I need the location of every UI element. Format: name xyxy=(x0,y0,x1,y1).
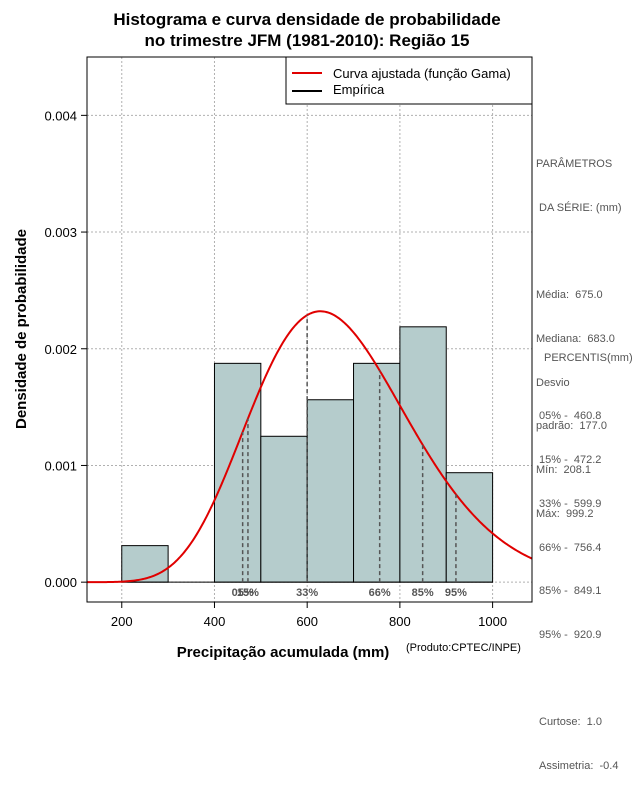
percentiles-header: PERCENTIS(mm) xyxy=(544,352,633,364)
chart-title-line-1: Histograma e curva densidade de probabil… xyxy=(113,10,500,29)
legend-empirical-label: Empírica xyxy=(333,82,385,97)
percentile-label: 33% xyxy=(296,587,318,599)
y-tick-label: 0.002 xyxy=(44,342,77,357)
legend: Curva ajustada (função Gama) Empírica xyxy=(285,56,533,105)
percentile-85: 85% - 849.1 xyxy=(539,585,602,598)
gamma-fit-curve xyxy=(86,310,533,584)
percentile-label: 95% xyxy=(445,587,467,599)
legend-curve-label: Curva ajustada (função Gama) xyxy=(333,66,511,81)
stats-stddev-label: Desvio xyxy=(536,376,570,389)
x-tick-label: 400 xyxy=(204,614,226,629)
x-tick-label: 600 xyxy=(296,614,318,629)
stats-panel: PARÂMETROS DA SÉRIE: (mm) Média: 675.0 M… xyxy=(536,128,622,536)
percentile-95: 95% - 920.9 xyxy=(539,629,602,642)
y-axis-title: Densidade de probabilidade xyxy=(13,229,30,429)
y-tick-label: 0.004 xyxy=(44,108,77,123)
kurtosis: Curtose: 1.0 xyxy=(539,716,602,729)
x-tick-label: 800 xyxy=(389,614,411,629)
percentile-05: 05% - 460.8 xyxy=(539,410,602,423)
percentile-33: 33% - 599.9 xyxy=(539,497,602,510)
stats-header-line-1: PARÂMETROS xyxy=(536,158,613,171)
histogram-bar xyxy=(353,362,401,583)
histogram-bar xyxy=(213,362,262,583)
y-axis: 0.000 0.001 0.002 0.003 0.004 xyxy=(44,108,87,590)
percentile-label: 15% xyxy=(237,587,259,599)
stats-stddev-value: padrão: 177.0 xyxy=(536,420,607,433)
x-axis: 200 400 600 800 1000 xyxy=(111,602,507,629)
y-tick-label: 0.003 xyxy=(44,225,77,240)
y-tick-label: 0.000 xyxy=(44,575,77,590)
legend-box xyxy=(285,56,533,105)
percentile-layer: 05%15% 33% 66% 85% 95% xyxy=(232,315,467,599)
stats-header-line-2: DA SÉRIE: (mm) xyxy=(536,201,622,214)
stats-min: Mín: 208.1 xyxy=(536,464,592,477)
percentile-label: 05% xyxy=(232,587,254,599)
percentile-66: 66% - 756.4 xyxy=(539,541,602,554)
product-credit: (Produto:CPTEC/INPE) xyxy=(406,642,521,654)
stats-median: Mediana: 683.0 xyxy=(536,332,615,345)
stats-max: Máx: 999.2 xyxy=(536,507,594,520)
chart-title-line-2: no trimestre JFM (1981-2010): Região 15 xyxy=(144,31,469,50)
skewness: Assimetria: -0.4 xyxy=(539,759,619,772)
x-axis-title: Precipitação acumulada (mm) xyxy=(177,644,390,660)
y-tick-label: 0.001 xyxy=(44,458,77,473)
percentile-label: 85% xyxy=(412,587,434,599)
x-tick-label: 1000 xyxy=(478,614,507,629)
curve-layer xyxy=(86,310,533,584)
histogram-bars xyxy=(121,326,494,583)
stats-mean: Média: 675.0 xyxy=(536,288,603,301)
percentiles-panel: 05% - 460.8 15% - 472.2 33% - 599.9 66% … xyxy=(539,380,618,788)
percentile-label: 66% xyxy=(369,587,391,599)
histogram-bar xyxy=(260,435,308,583)
percentile-15: 15% - 472.2 xyxy=(539,453,602,466)
x-tick-label: 200 xyxy=(111,614,133,629)
histogram-chart: Histograma e curva densidade de probabil… xyxy=(13,10,533,660)
histogram-bar xyxy=(306,399,355,583)
histogram-bar xyxy=(121,545,169,583)
